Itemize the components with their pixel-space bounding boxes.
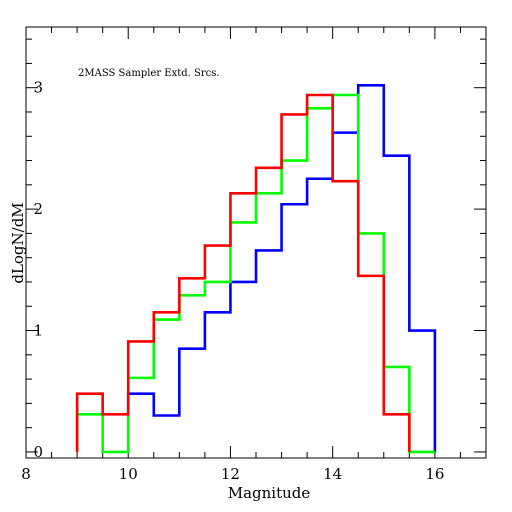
y-axis-label: dLogN/dM bbox=[9, 202, 27, 283]
y-tick-label: 0 bbox=[33, 443, 43, 461]
x-axis-label: Magnitude bbox=[228, 484, 311, 502]
series-layer bbox=[75, 83, 437, 454]
x-tick-label: 14 bbox=[323, 465, 342, 483]
tick-marks bbox=[25, 27, 487, 458]
x-tick-label: 16 bbox=[425, 465, 444, 483]
x-tick-label: 8 bbox=[21, 465, 31, 483]
x-tick-label: 10 bbox=[119, 465, 138, 483]
histogram-series-1 bbox=[126, 83, 437, 452]
x-tick-label: 12 bbox=[221, 465, 240, 483]
y-tick-label: 2 bbox=[33, 200, 43, 218]
histogram-series-3 bbox=[75, 93, 411, 452]
y-tick-label: 3 bbox=[33, 79, 43, 97]
chart-annotation: 2MASS Sampler Extd. Srcs. bbox=[78, 68, 220, 79]
y-tick-label: 1 bbox=[33, 322, 43, 340]
